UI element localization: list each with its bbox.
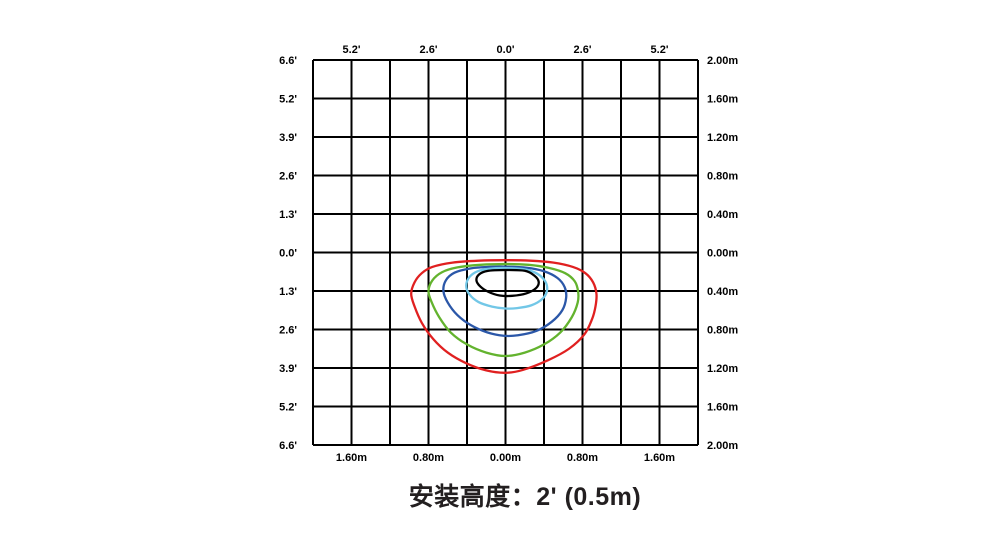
axis-tick-right: 2.00m bbox=[707, 55, 738, 67]
axis-tick-bottom: 0.80m bbox=[413, 452, 444, 464]
axis-tick-left: 6.6' bbox=[279, 440, 297, 452]
axis-tick-left: 1.3' bbox=[279, 209, 297, 221]
axis-tick-left: 1.3' bbox=[279, 286, 297, 298]
axis-tick-top: 5.2' bbox=[651, 44, 669, 56]
contour-ring-3 bbox=[442, 265, 568, 338]
axis-tick-bottom: 0.00m bbox=[490, 452, 521, 464]
contour-ring-inner bbox=[475, 268, 540, 298]
axis-tick-bottom: 1.60m bbox=[644, 452, 675, 464]
axis-tick-right: 1.20m bbox=[707, 363, 738, 375]
axis-tick-right: 0.00m bbox=[707, 248, 738, 260]
axis-tick-top: 0.0' bbox=[497, 44, 515, 56]
axis-tick-left: 2.6' bbox=[279, 171, 297, 183]
contour-ring-outer bbox=[410, 259, 598, 374]
axis-tick-right: 0.80m bbox=[707, 325, 738, 337]
axis-tick-left: 3.9' bbox=[279, 132, 297, 144]
axis-tick-left: 6.6' bbox=[279, 55, 297, 67]
chart-title: 安装高度：2' (0.5m) bbox=[408, 483, 642, 511]
axis-tick-top: 5.2' bbox=[343, 44, 361, 56]
axis-tick-bottom: 1.60m bbox=[336, 452, 367, 464]
axis-tick-right: 1.60m bbox=[707, 402, 738, 414]
axis-tick-right: 2.00m bbox=[707, 440, 738, 452]
axis-tick-left: 3.9' bbox=[279, 363, 297, 375]
axis-tick-left: 0.0' bbox=[279, 248, 297, 260]
axis-tick-right: 1.60m bbox=[707, 94, 738, 106]
axis-tick-right: 1.20m bbox=[707, 132, 738, 144]
axis-tick-top: 2.6' bbox=[574, 44, 592, 56]
contour-ring-4 bbox=[465, 266, 549, 310]
axis-tick-right: 0.40m bbox=[707, 286, 738, 298]
contour-ring-2 bbox=[427, 262, 580, 358]
axis-tick-left: 5.2' bbox=[279, 94, 297, 106]
axis-tick-left: 5.2' bbox=[279, 402, 297, 414]
axis-tick-bottom: 0.80m bbox=[567, 452, 598, 464]
axis-tick-top: 2.6' bbox=[420, 44, 438, 56]
axis-tick-left: 2.6' bbox=[279, 325, 297, 337]
axis-tick-right: 0.40m bbox=[707, 209, 738, 221]
axis-tick-right: 0.80m bbox=[707, 171, 738, 183]
